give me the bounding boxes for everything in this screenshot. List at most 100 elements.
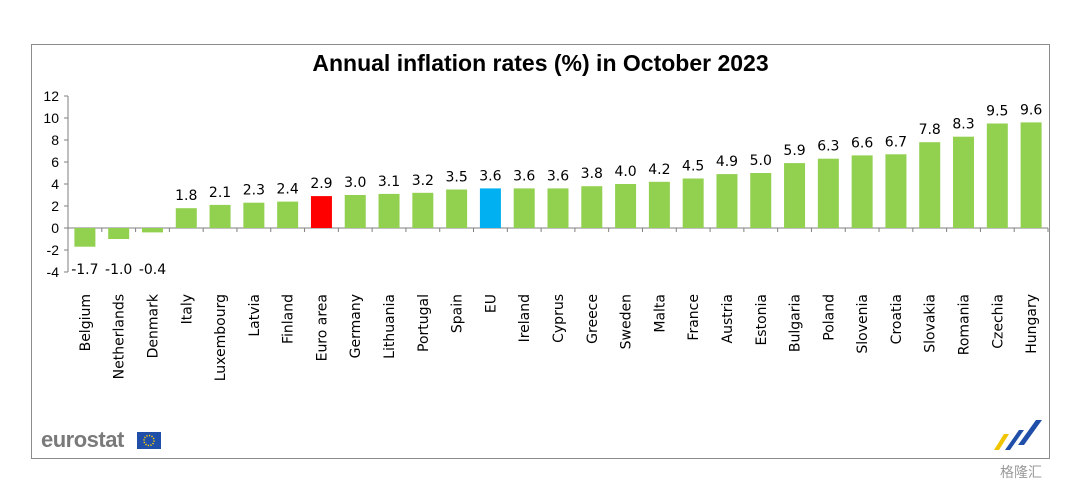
- data-label: 6.3: [817, 139, 839, 155]
- data-label: 2.4: [277, 182, 299, 198]
- x-tick-label: Italy: [179, 294, 195, 324]
- data-label: 3.6: [479, 168, 501, 184]
- bar-cyprus: [547, 188, 569, 228]
- x-tick-label: Poland: [821, 294, 837, 341]
- data-label: 4.9: [716, 154, 738, 170]
- bar-czechia: [986, 123, 1008, 228]
- bar-finland: [277, 201, 299, 228]
- bar-hungary: [1020, 122, 1042, 228]
- bar-denmark: [141, 228, 163, 233]
- bar-spain: [446, 189, 468, 228]
- bar-austria: [716, 174, 738, 228]
- x-tick-label: EU: [483, 294, 499, 313]
- x-tick-label: Lithuania: [382, 294, 398, 359]
- data-label: 1.8: [175, 188, 197, 204]
- y-tick-label: -4: [47, 264, 60, 280]
- data-label: 5.9: [783, 143, 805, 159]
- data-label: -0.4: [139, 262, 166, 278]
- chart-frame: [31, 44, 1050, 459]
- bar-poland: [817, 158, 839, 228]
- bar-germany: [344, 195, 366, 228]
- bar-slovenia: [851, 155, 873, 228]
- x-tick-label: Ireland: [517, 294, 533, 342]
- y-tick-label: 6: [51, 154, 59, 170]
- x-tick-label: Czechia: [990, 294, 1006, 349]
- data-label: 7.8: [919, 122, 941, 138]
- x-tick-label: Slovenia: [855, 294, 871, 354]
- x-tick-label: Spain: [450, 294, 466, 333]
- data-label: 3.6: [547, 168, 569, 184]
- x-tick-label: Germany: [348, 294, 364, 358]
- bar-lithuania: [378, 193, 400, 228]
- bar-netherlands: [108, 228, 130, 239]
- data-label: 3.2: [412, 173, 434, 189]
- data-label: 2.1: [209, 185, 231, 201]
- data-label: 5.0: [750, 153, 772, 169]
- chart-bars: [74, 122, 1042, 247]
- x-tick-label: Cyprus: [551, 294, 567, 343]
- x-tick-label: Bulgaria: [788, 294, 804, 352]
- x-tick-label: France: [686, 294, 702, 341]
- data-label: -1.0: [105, 262, 132, 278]
- x-tick-label: Estonia: [754, 294, 770, 346]
- data-label: -1.7: [71, 262, 98, 278]
- bar-belgium: [74, 228, 96, 247]
- x-tick-label: Euro area: [314, 294, 330, 361]
- x-tick-label: Belgium: [78, 294, 94, 351]
- x-tick-label: Austria: [720, 294, 736, 343]
- watermark-text: 格隆汇: [1000, 465, 1042, 481]
- data-label: 4.0: [614, 164, 636, 180]
- y-tick-label: 8: [51, 132, 59, 148]
- x-tick-label: Slovakia: [923, 294, 939, 353]
- bar-romania: [953, 136, 975, 228]
- x-tick-label: Malta: [652, 294, 668, 333]
- x-tick-label: Romania: [957, 294, 973, 355]
- bar-slovakia: [919, 142, 941, 228]
- bar-bulgaria: [784, 163, 806, 228]
- y-tick-label: 12: [43, 88, 59, 104]
- bar-greece: [581, 186, 603, 228]
- corner-logo-icon: [994, 420, 1042, 450]
- x-tick-label: Finland: [281, 294, 297, 344]
- bar-croatia: [885, 154, 907, 228]
- data-label: 3.6: [513, 168, 535, 184]
- data-label: 3.1: [378, 174, 400, 190]
- x-tick-label: Latvia: [247, 294, 263, 337]
- data-label: 6.7: [885, 134, 907, 150]
- chart-title: Annual inflation rates (%) in October 20…: [312, 50, 769, 76]
- bar-portugal: [412, 192, 434, 228]
- x-tick-label: Portugal: [416, 294, 432, 352]
- bar-luxembourg: [209, 204, 231, 228]
- data-label: 2.3: [243, 183, 265, 199]
- bar-malta: [648, 181, 670, 228]
- data-label: 9.6: [1020, 102, 1042, 118]
- x-tick-label: Croatia: [889, 294, 905, 344]
- x-tick-label: Sweden: [619, 294, 635, 349]
- bar-ireland: [513, 188, 535, 228]
- bar-sweden: [615, 184, 637, 228]
- y-tick-label: 4: [51, 176, 59, 192]
- x-tick-label: Greece: [585, 294, 601, 344]
- data-label: 4.5: [682, 159, 704, 175]
- eurostat-logo: eurostat: [41, 427, 124, 452]
- y-tick-label: -2: [47, 242, 60, 258]
- x-tick-label: Hungary: [1024, 294, 1040, 354]
- data-label: 3.5: [445, 170, 467, 186]
- y-tick-label: 2: [51, 198, 59, 214]
- bar-latvia: [243, 202, 265, 228]
- chart-labels: -1.7 Belgium -1.0 Netherlands -0.4 Denmark 1.8…: [71, 102, 1042, 381]
- x-tick-label: Netherlands: [112, 294, 128, 379]
- bar-estonia: [750, 173, 772, 228]
- data-label: 8.3: [952, 117, 974, 133]
- bar-italy: [175, 208, 197, 228]
- bar-france: [682, 178, 704, 228]
- bar-euro-area: [310, 196, 332, 228]
- data-label: 2.9: [310, 176, 332, 192]
- data-label: 4.2: [648, 162, 670, 178]
- data-label: 6.6: [851, 135, 873, 151]
- bar-eu: [479, 188, 501, 228]
- eu-flag-icon: [137, 432, 161, 449]
- x-tick-label: Luxembourg: [213, 294, 229, 381]
- y-tick-label: 10: [43, 110, 59, 126]
